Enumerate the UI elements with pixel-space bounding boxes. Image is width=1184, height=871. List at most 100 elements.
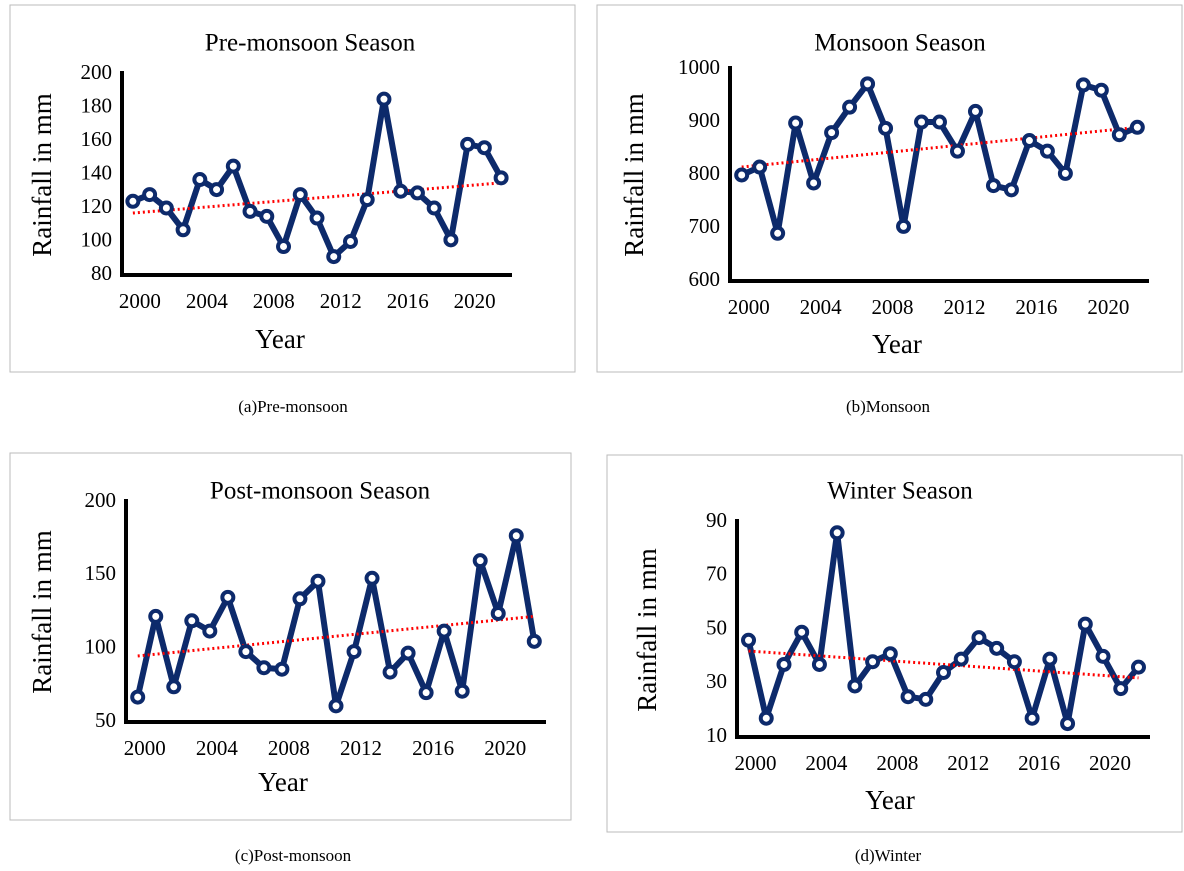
data-point: [292, 187, 308, 203]
data-point: [824, 125, 840, 141]
data-point: [326, 249, 342, 265]
data-point: [1039, 143, 1055, 159]
data-point: [914, 114, 930, 130]
x-tick-label: 2020: [1087, 295, 1129, 319]
data-point: [409, 185, 425, 201]
data-point: [142, 187, 158, 203]
data-point: [949, 143, 965, 159]
data-point: [274, 661, 290, 677]
data-point: [1075, 77, 1091, 93]
x-tick-label: 2000: [119, 289, 161, 313]
y-tick-label: 600: [689, 267, 721, 291]
data-point: [220, 589, 236, 605]
data-point: [148, 608, 164, 624]
y-axis-label: Rainfall in mm: [619, 93, 649, 256]
x-tick-label: 2000: [124, 736, 166, 760]
x-tick-label: 2016: [387, 289, 429, 313]
data-point: [1093, 82, 1109, 98]
x-tick-label: 2012: [340, 736, 382, 760]
data-point: [865, 654, 881, 670]
x-tick-label: 2020: [484, 736, 526, 760]
y-tick-label: 1000: [678, 55, 720, 79]
data-point: [209, 182, 225, 198]
x-axis-label: Year: [258, 767, 308, 797]
data-point: [734, 167, 750, 183]
data-point: [936, 665, 951, 680]
y-tick-label: 200: [85, 488, 117, 512]
x-tick-label: 2008: [872, 295, 914, 319]
data-point: [776, 656, 792, 672]
y-tick-label: 100: [85, 634, 117, 658]
data-point: [770, 225, 786, 241]
data-point: [811, 656, 827, 672]
y-tick-label: 200: [81, 60, 113, 84]
y-tick-label: 100: [81, 227, 113, 251]
data-point: [967, 103, 983, 119]
trend-line: [137, 614, 535, 658]
y-tick-label: 50: [95, 708, 116, 732]
data-point: [918, 691, 934, 707]
data-point: [1113, 681, 1129, 697]
panel-border: [9, 452, 572, 821]
x-tick-label: 2016: [1018, 751, 1060, 775]
chart-title: Winter Season: [827, 478, 973, 505]
data-point: [382, 664, 398, 680]
data-point: [175, 222, 191, 238]
data-point: [309, 210, 325, 226]
data-point: [476, 140, 492, 156]
x-tick-label: 2012: [947, 751, 989, 775]
data-point: [932, 114, 947, 130]
y-tick-label: 140: [81, 160, 113, 184]
panel-border: [606, 454, 1183, 833]
y-tick-label: 120: [81, 194, 113, 218]
x-tick-label: 2016: [1015, 295, 1057, 319]
data-point: [1057, 165, 1073, 181]
data-point: [878, 120, 894, 136]
data-point: [342, 234, 358, 249]
data-point: [526, 633, 542, 649]
data-point: [202, 623, 218, 639]
data-point: [806, 175, 822, 191]
y-tick-label: 50: [706, 615, 727, 639]
data-point: [1060, 716, 1076, 732]
data-point: [900, 689, 916, 705]
x-tick-label: 2020: [1089, 751, 1131, 775]
data-point: [454, 683, 470, 699]
y-axis-label: Rainfall in mm: [27, 93, 57, 256]
caption: (d)Winter: [855, 846, 922, 865]
data-point: [493, 170, 509, 186]
data-point: [1129, 119, 1145, 135]
data-point: [259, 208, 275, 224]
data-point: [376, 91, 392, 107]
caption: (a)Pre-monsoon: [238, 397, 348, 416]
data-point: [847, 678, 863, 694]
data-point: [758, 710, 774, 726]
chart-title: Monsoon Season: [814, 30, 986, 57]
data-point: [1095, 648, 1111, 664]
x-tick-label: 2008: [876, 751, 918, 775]
data-point: [508, 528, 524, 544]
chart-title: Pre-monsoon Season: [205, 30, 416, 57]
y-tick-label: 10: [706, 723, 727, 747]
x-axis-label: Year: [255, 324, 305, 354]
data-point: [276, 239, 292, 255]
data-point: [794, 624, 810, 640]
data-point: [292, 591, 308, 607]
data-point: [364, 570, 380, 586]
data-point: [125, 193, 141, 209]
y-tick-label: 80: [91, 261, 112, 285]
chart-title: Post-monsoon Season: [210, 478, 431, 505]
caption: (c)Post-monsoon: [235, 846, 352, 865]
x-axis-label: Year: [865, 785, 915, 815]
x-tick-label: 2004: [805, 751, 848, 775]
data-point: [1003, 182, 1019, 198]
x-tick-label: 2008: [253, 289, 295, 313]
x-tick-label: 2004: [800, 295, 843, 319]
data-point: [989, 640, 1005, 656]
data-point: [1024, 710, 1040, 726]
data-point: [238, 644, 254, 660]
x-tick-label: 2016: [412, 736, 454, 760]
data-point: [953, 651, 969, 667]
y-tick-label: 900: [689, 108, 721, 132]
data-point: [328, 698, 344, 714]
